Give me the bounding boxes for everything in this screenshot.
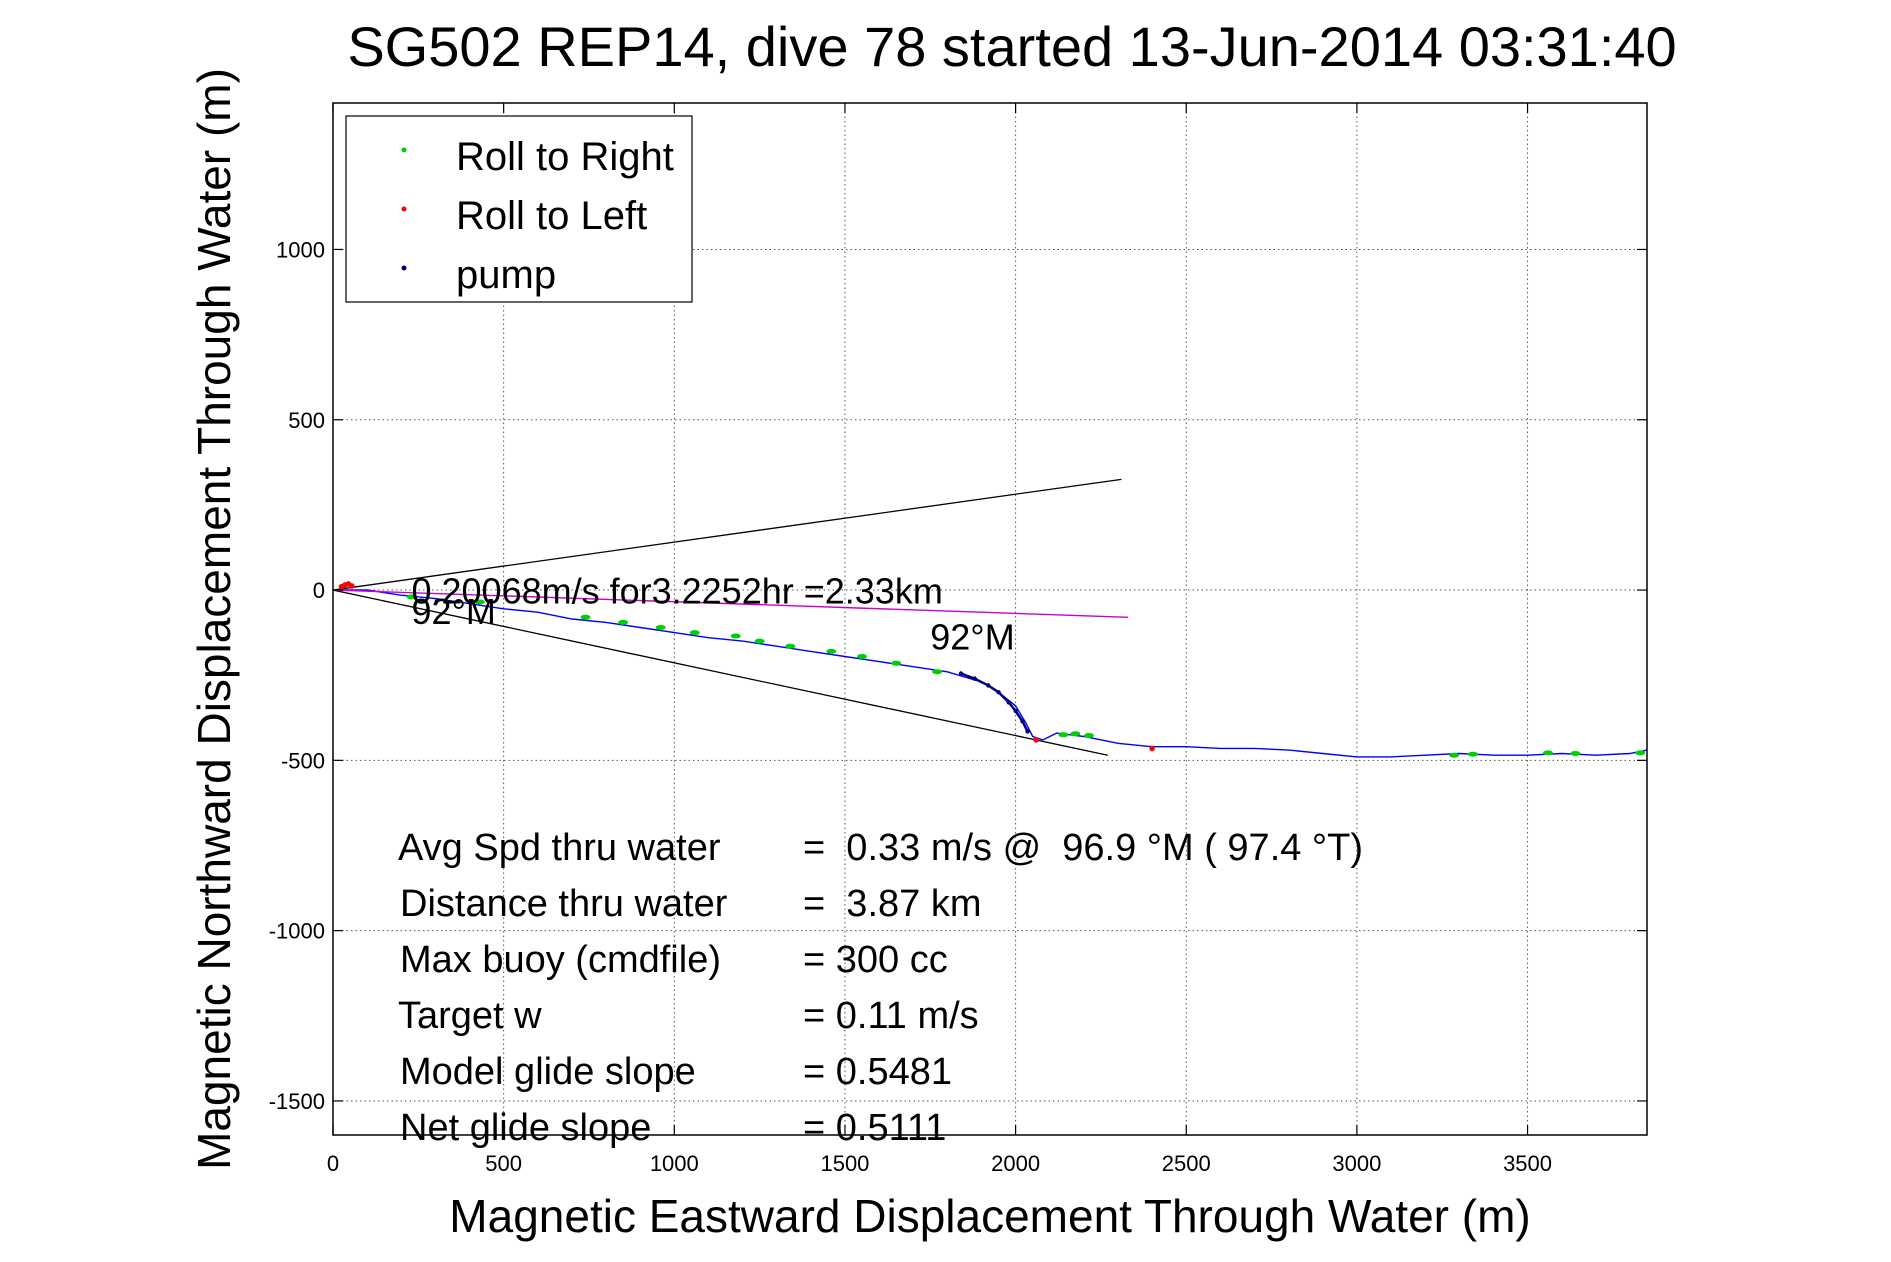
roll-right-point bbox=[618, 619, 629, 625]
stat-label-avg-speed: Avg Spd thru water bbox=[398, 827, 721, 869]
roll-right-point bbox=[730, 633, 741, 639]
annotation-label: 92°M bbox=[930, 617, 1014, 658]
legend-label-pump: pump bbox=[456, 253, 556, 297]
pump-point bbox=[958, 671, 964, 676]
pump-point bbox=[1006, 700, 1011, 705]
stat-label-max-buoy: Max buoy (cmdfile) bbox=[400, 939, 721, 981]
chart-title: SG502 REP14, dive 78 started 13-Jun-2014… bbox=[347, 15, 1676, 78]
stat-label-model-glide: Model glide slope bbox=[400, 1051, 696, 1093]
stat-value-max-buoy: = 300 cc bbox=[803, 939, 948, 981]
stat-label-target-w: Target w bbox=[398, 995, 542, 1037]
x-tick-label: 2000 bbox=[991, 1151, 1040, 1176]
y-tick-label: -1500 bbox=[269, 1089, 325, 1114]
pump-point bbox=[1020, 718, 1025, 724]
x-tick-label: 2500 bbox=[1162, 1151, 1211, 1176]
roll-right-point bbox=[1449, 752, 1460, 758]
roll-right-point bbox=[857, 653, 868, 659]
x-tick-label: 0 bbox=[327, 1151, 339, 1176]
y-tick-label: 1000 bbox=[276, 237, 325, 262]
roll-markers bbox=[338, 581, 1646, 758]
roll-right-point bbox=[655, 625, 666, 631]
y-tick-label: -1000 bbox=[269, 919, 325, 944]
stat-label-net-glide: Net glide slope bbox=[400, 1107, 651, 1149]
legend-marker-roll-left bbox=[401, 206, 407, 212]
pump-point bbox=[986, 683, 991, 688]
series-line-track bbox=[333, 589, 1647, 758]
legend-marker-pump bbox=[401, 265, 407, 271]
roll-right-point bbox=[1635, 750, 1646, 756]
plot-frame bbox=[332, 102, 1648, 1136]
roll-right-point bbox=[826, 648, 837, 654]
y-tick-label: 500 bbox=[288, 408, 325, 433]
roll-right-point bbox=[932, 669, 943, 675]
stat-value-model-glide: = 0.5481 bbox=[803, 1051, 952, 1093]
x-axis-label: Magnetic Eastward Displacement Through W… bbox=[449, 1190, 1530, 1242]
pump-point bbox=[996, 690, 1001, 695]
heading-reference-line bbox=[333, 589, 1108, 756]
series-lines bbox=[333, 589, 1647, 758]
stat-value-distance: = 3.87 km bbox=[803, 883, 981, 925]
pump-point bbox=[1013, 708, 1018, 714]
series-line-current bbox=[333, 589, 1129, 618]
legend-label-roll-right: Roll to Right bbox=[456, 135, 674, 179]
roll-left-point bbox=[348, 583, 355, 589]
roll-right-point bbox=[754, 638, 765, 644]
x-tick-label: 1500 bbox=[820, 1151, 869, 1176]
annotation-label: 92°M bbox=[411, 591, 495, 632]
roll-right-point bbox=[1467, 751, 1478, 757]
pump-point bbox=[972, 676, 977, 681]
roll-left-point bbox=[1033, 737, 1039, 743]
legend: Roll to Right Roll to Left pump bbox=[345, 115, 693, 303]
roll-right-point bbox=[1570, 751, 1581, 757]
stat-value-avg-speed: = 0.33 m/s @ 96.9 °M ( 97.4 °T) bbox=[803, 827, 1363, 869]
roll-right-point bbox=[891, 660, 902, 666]
roll-right-point bbox=[1058, 732, 1069, 738]
heading-reference-line bbox=[333, 478, 1122, 591]
stat-value-target-w: = 0.11 m/s bbox=[803, 995, 979, 1037]
stat-value-net-glide: = 0.5111 bbox=[803, 1107, 946, 1149]
y-axis-ticks: -1500 -1000 -500 0 500 1000 bbox=[269, 237, 1647, 1114]
x-tick-label: 3000 bbox=[1332, 1151, 1381, 1176]
annotation-label: 0.20068m/s for3.2252hr =2.33km bbox=[411, 571, 942, 612]
roll-right-point bbox=[474, 599, 485, 605]
roll-right-point bbox=[580, 614, 591, 620]
y-tick-label: 0 bbox=[313, 578, 325, 603]
x-tick-label: 3500 bbox=[1503, 1151, 1552, 1176]
roll-right-point bbox=[1083, 732, 1094, 738]
x-tick-label: 500 bbox=[485, 1151, 522, 1176]
grid-lines bbox=[333, 103, 1647, 1135]
roll-left-point bbox=[1149, 745, 1155, 752]
reference-lines bbox=[333, 478, 1122, 756]
roll-right-point bbox=[406, 594, 417, 600]
stats-block: Avg Spd thru water = 0.33 m/s @ 96.9 °M … bbox=[398, 827, 1363, 1149]
legend-marker-roll-right bbox=[401, 147, 407, 153]
x-axis-ticks: 0 500 1000 1500 2000 2500 3000 3500 bbox=[327, 103, 1552, 1176]
stat-label-distance: Distance thru water bbox=[400, 883, 728, 925]
legend-label-roll-left: Roll to Left bbox=[456, 194, 647, 238]
roll-right-point bbox=[1543, 750, 1554, 756]
roll-right-point bbox=[1070, 731, 1081, 737]
y-axis-label: Magnetic Northward Displacement Through … bbox=[188, 68, 240, 1170]
roll-right-point bbox=[689, 630, 700, 636]
pump-point bbox=[1025, 729, 1030, 734]
roll-right-point bbox=[785, 643, 796, 649]
x-tick-label: 1000 bbox=[650, 1151, 699, 1176]
y-tick-label: -500 bbox=[281, 748, 325, 773]
